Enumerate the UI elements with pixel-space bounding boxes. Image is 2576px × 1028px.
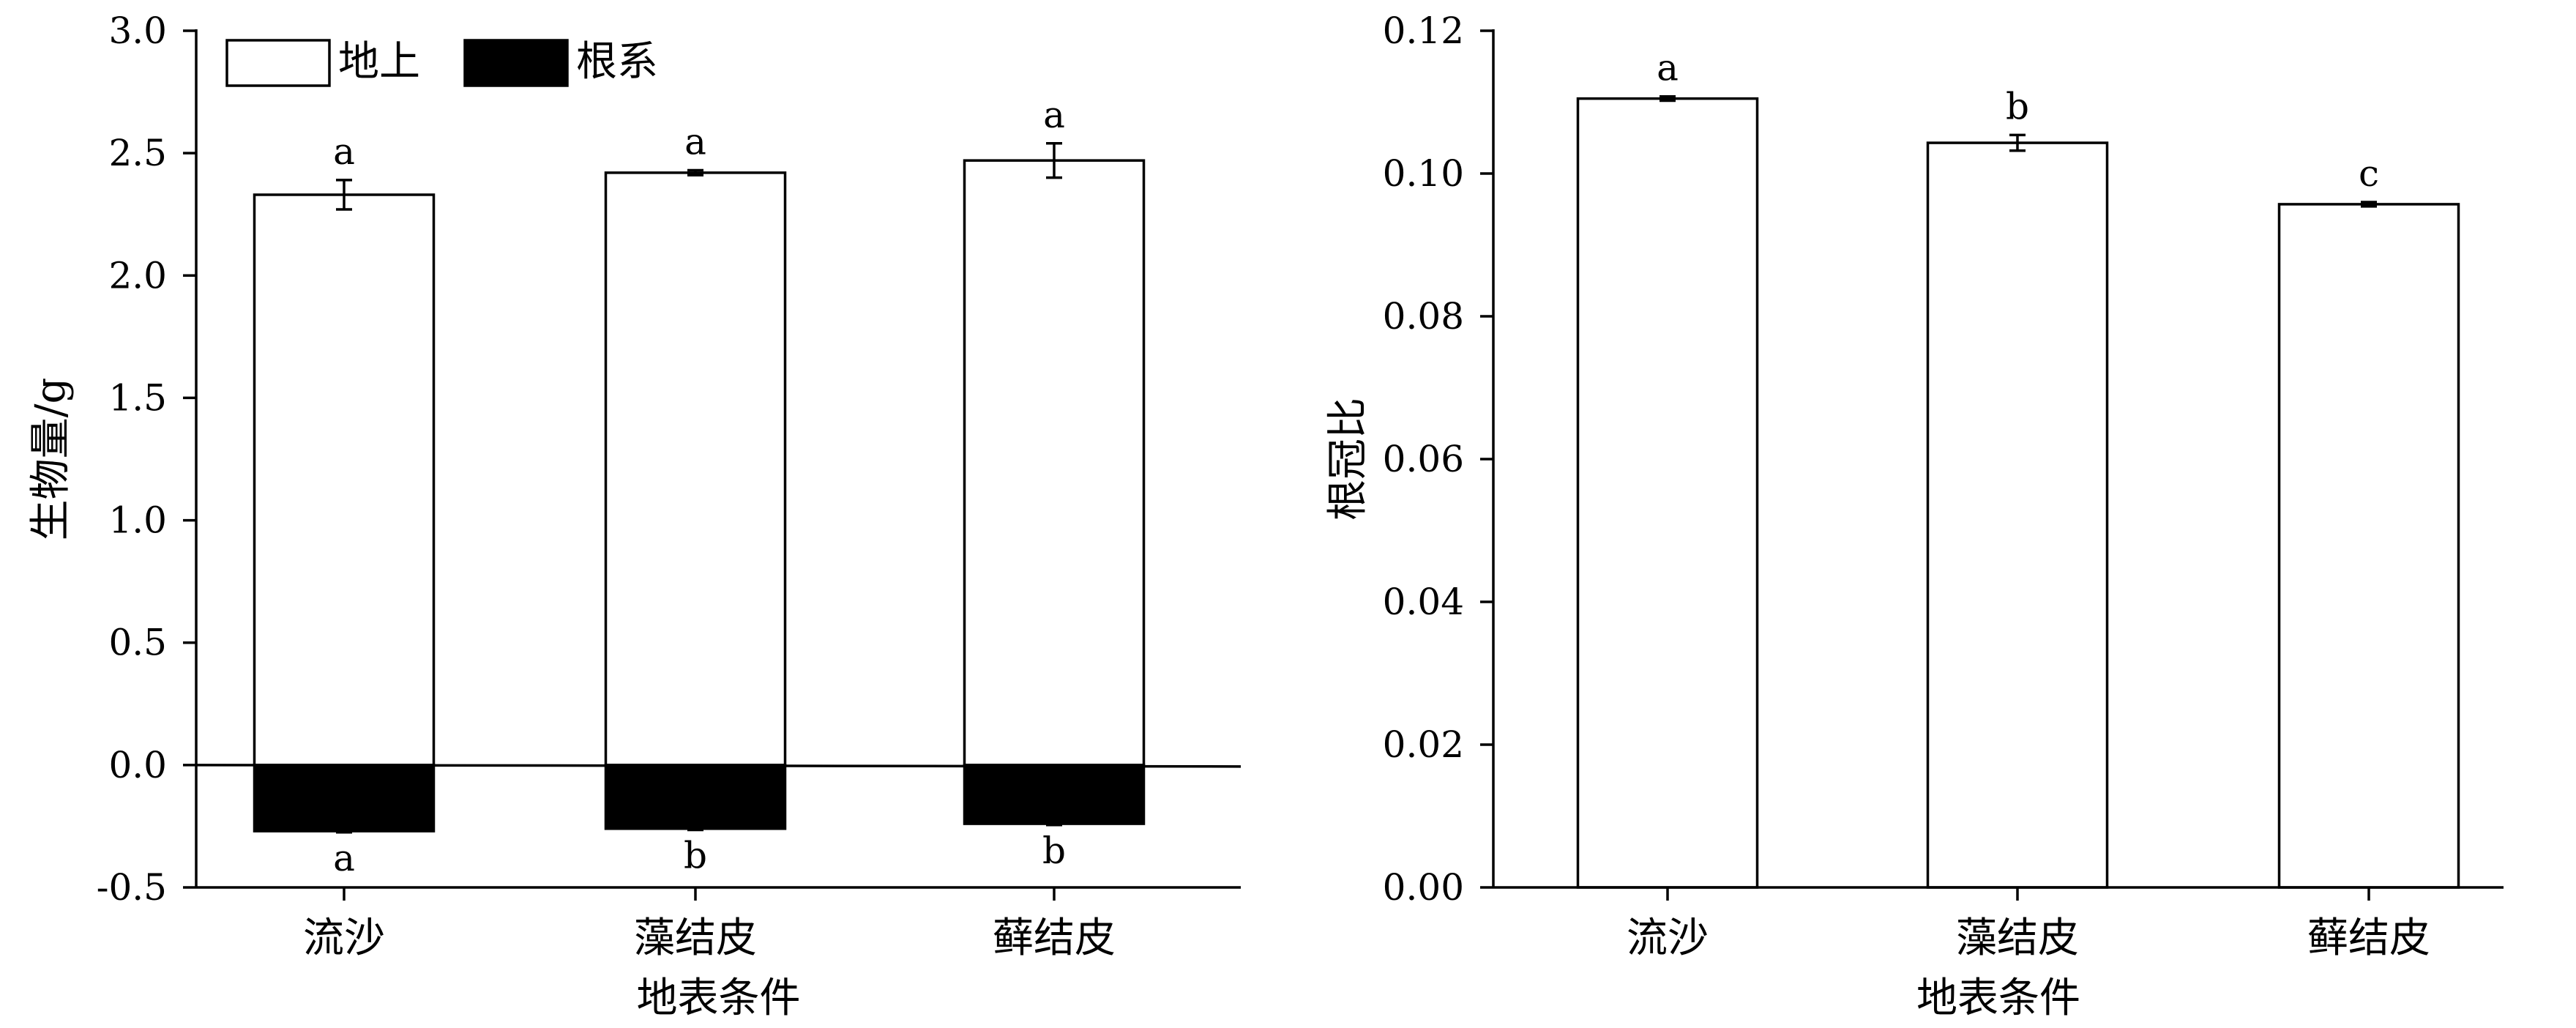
significance-label: b xyxy=(1042,830,1066,872)
y-tick-label: 3.0 xyxy=(108,10,167,52)
bar-series1-1 xyxy=(604,171,787,767)
y-tick-label: 0.04 xyxy=(1383,581,1464,623)
x-tick-label: 藓结皮 xyxy=(993,915,1116,962)
significance-label: a xyxy=(1043,94,1065,136)
significance-label: b xyxy=(684,834,707,876)
bar-series1-2 xyxy=(2277,203,2460,889)
bar-series2-1 xyxy=(604,764,787,830)
x-tick-label: 藓结皮 xyxy=(2307,915,2430,962)
x-axis-title: 地表条件 xyxy=(637,975,801,1022)
legend-swatch-0 xyxy=(225,39,331,87)
y-tick-label: 0.10 xyxy=(1383,152,1464,195)
bar-series1-2 xyxy=(963,159,1146,767)
x-axis-title: 地表条件 xyxy=(1916,975,2080,1022)
y-tick-label: 0.02 xyxy=(1383,723,1464,766)
significance-label: a xyxy=(1657,47,1679,89)
bar-series1-0 xyxy=(253,193,436,767)
bar-series1-0 xyxy=(1576,97,1759,889)
y-tick-label: 0.06 xyxy=(1383,438,1464,480)
significance-label: a xyxy=(333,130,355,173)
legend-label-1: 根系 xyxy=(576,38,658,86)
significance-label: b xyxy=(2006,85,2029,127)
bar-series2-0 xyxy=(253,764,436,833)
y-tick-label: 2.5 xyxy=(108,132,167,174)
bar-series1-1 xyxy=(1926,141,2109,889)
biomass-chart: a aaa b b-0.50.00.51.01.52.02.53.0流沙 藻结皮 藓结皮地… xyxy=(27,10,1242,1022)
y-tick-label: 0.12 xyxy=(1383,10,1464,52)
y-tick-label: 1.5 xyxy=(108,376,167,419)
zero-line xyxy=(195,764,1242,768)
x-tick-label: 流沙 xyxy=(303,915,385,962)
significance-label: a xyxy=(684,121,706,163)
x-tick-label: 流沙 xyxy=(1627,915,1709,962)
bar-series2-2 xyxy=(963,764,1146,825)
legend-swatch-1 xyxy=(463,39,569,87)
y-tick-label: 0.08 xyxy=(1383,295,1464,338)
y-tick-label: -0.5 xyxy=(97,866,167,909)
significance-label: a xyxy=(333,837,355,879)
legend-label-0: 地上 xyxy=(338,38,420,86)
y-tick-label: 0.00 xyxy=(1383,866,1464,909)
significance-label: c xyxy=(2359,152,2379,195)
y-tick-label: 2.0 xyxy=(108,254,167,297)
root-shoot-ratio-chart: a b c 0.00 0.02 0.04 0.06 0.08 0.10 0.12 流沙 藻结皮 藓结皮地… xyxy=(1324,10,2504,1022)
y-axis-title: 生物量/g xyxy=(27,378,75,541)
y-tick-label: 1.0 xyxy=(108,499,167,542)
y-tick-label: 0.5 xyxy=(108,622,167,664)
x-tick-label: 藻结皮 xyxy=(1956,915,2079,962)
x-tick-label: 藻结皮 xyxy=(634,915,757,962)
y-tick-label: 0.0 xyxy=(108,744,167,786)
y-axis-title: 根冠比 xyxy=(1324,398,1372,521)
